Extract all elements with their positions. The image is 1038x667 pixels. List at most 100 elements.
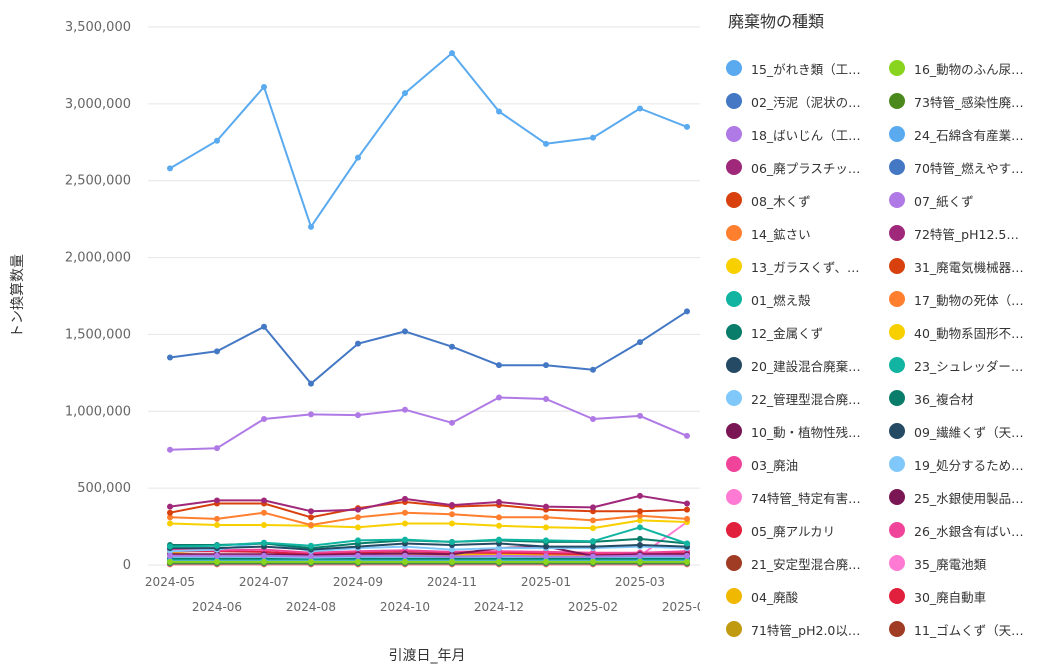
legend-item[interactable]: 73特管_感染性廃… <box>889 91 1038 111</box>
legend-item[interactable]: 03_廃油 <box>726 454 876 474</box>
data-point[interactable] <box>261 323 267 330</box>
data-point[interactable] <box>496 498 502 505</box>
legend-item[interactable]: 07_紙くず <box>889 190 1038 210</box>
data-point[interactable] <box>637 524 643 531</box>
legend-item[interactable]: 10_動・植物性残… <box>726 421 876 441</box>
data-point[interactable] <box>543 553 549 560</box>
legend-item[interactable]: 14_鉱さい <box>726 223 876 243</box>
data-point[interactable] <box>261 539 267 546</box>
data-point[interactable] <box>590 553 596 560</box>
data-point[interactable] <box>637 492 643 499</box>
data-point[interactable] <box>214 522 220 529</box>
data-point[interactable] <box>214 137 220 144</box>
legend-item[interactable]: 19_処分するため… <box>889 454 1038 474</box>
legend-item[interactable]: 16_動物のふん尿… <box>889 58 1038 78</box>
data-point[interactable] <box>684 515 690 522</box>
data-point[interactable] <box>590 504 596 511</box>
data-point[interactable] <box>214 542 220 549</box>
data-point[interactable] <box>543 395 549 402</box>
legend-item[interactable]: 01_燃え殻 <box>726 289 876 309</box>
data-point[interactable] <box>402 495 408 502</box>
data-point[interactable] <box>496 108 502 115</box>
data-point[interactable] <box>167 354 173 361</box>
data-point[interactable] <box>308 380 314 387</box>
legend-item[interactable]: 06_廃プラスチッ… <box>726 157 876 177</box>
legend-item[interactable]: 35_廃電池類 <box>889 553 1038 573</box>
data-point[interactable] <box>590 366 596 373</box>
data-point[interactable] <box>449 343 455 350</box>
legend-item[interactable]: 74特管_特定有害… <box>726 487 876 507</box>
data-point[interactable] <box>543 524 549 531</box>
legend-item[interactable]: 36_複合材 <box>889 388 1038 408</box>
data-point[interactable] <box>214 515 220 522</box>
data-point[interactable] <box>214 445 220 452</box>
data-point[interactable] <box>543 503 549 510</box>
legend-item[interactable]: 11_ゴムくず（天… <box>889 619 1038 639</box>
data-point[interactable] <box>167 543 173 550</box>
data-point[interactable] <box>637 512 643 519</box>
data-point[interactable] <box>637 558 643 565</box>
legend-item[interactable]: 23_シュレッダー… <box>889 355 1038 375</box>
data-point[interactable] <box>637 542 643 549</box>
legend-item[interactable]: 15_がれき類（工… <box>726 58 876 78</box>
data-point[interactable] <box>355 514 361 521</box>
legend-item[interactable]: 72特管_pH12.5… <box>889 223 1038 243</box>
legend-item[interactable]: 40_動物系固形不… <box>889 322 1038 342</box>
data-point[interactable] <box>308 411 314 418</box>
data-point[interactable] <box>355 552 361 559</box>
data-point[interactable] <box>167 552 173 559</box>
legend-item[interactable]: 30_廃自動車 <box>889 586 1038 606</box>
data-point[interactable] <box>308 522 314 529</box>
legend-item[interactable]: 20_建設混合廃棄… <box>726 355 876 375</box>
data-point[interactable] <box>355 506 361 513</box>
data-point[interactable] <box>496 536 502 543</box>
data-point[interactable] <box>684 552 690 559</box>
data-point[interactable] <box>684 500 690 507</box>
legend-item[interactable]: 18_ばいじん（工… <box>726 124 876 144</box>
legend-item[interactable]: 13_ガラスくず、… <box>726 256 876 276</box>
data-point[interactable] <box>402 520 408 527</box>
data-point[interactable] <box>684 540 690 547</box>
data-point[interactable] <box>402 558 408 565</box>
data-point[interactable] <box>167 509 173 516</box>
legend-item[interactable]: 31_廃電気機械器… <box>889 256 1038 276</box>
data-point[interactable] <box>684 558 690 565</box>
data-point[interactable] <box>543 558 549 565</box>
data-point[interactable] <box>637 508 643 515</box>
data-point[interactable] <box>308 514 314 521</box>
data-point[interactable] <box>402 90 408 97</box>
data-point[interactable] <box>167 514 173 521</box>
data-point[interactable] <box>590 517 596 524</box>
data-point[interactable] <box>167 165 173 172</box>
data-point[interactable] <box>590 538 596 545</box>
data-point[interactable] <box>308 223 314 230</box>
data-point[interactable] <box>496 558 502 565</box>
data-point[interactable] <box>449 538 455 545</box>
data-point[interactable] <box>214 348 220 355</box>
legend-item[interactable]: 09_繊維くず（天… <box>889 421 1038 441</box>
data-point[interactable] <box>543 543 549 550</box>
data-point[interactable] <box>496 394 502 401</box>
data-point[interactable] <box>261 497 267 504</box>
data-point[interactable] <box>355 558 361 565</box>
data-point[interactable] <box>167 520 173 527</box>
data-point[interactable] <box>449 553 455 560</box>
data-point[interactable] <box>496 362 502 369</box>
data-point[interactable] <box>402 406 408 413</box>
data-point[interactable] <box>637 105 643 112</box>
legend-item[interactable]: 17_動物の死体（… <box>889 289 1038 309</box>
data-point[interactable] <box>402 552 408 559</box>
data-point[interactable] <box>261 509 267 516</box>
data-point[interactable] <box>402 328 408 335</box>
data-point[interactable] <box>355 340 361 347</box>
legend-item[interactable]: 08_木くず <box>726 190 876 210</box>
data-point[interactable] <box>590 525 596 532</box>
data-point[interactable] <box>449 520 455 527</box>
legend-item[interactable]: 24_石綿含有産業… <box>889 124 1038 144</box>
data-point[interactable] <box>590 134 596 141</box>
data-point[interactable] <box>402 509 408 516</box>
legend-item[interactable]: 12_金属くず <box>726 322 876 342</box>
data-point[interactable] <box>167 503 173 510</box>
data-point[interactable] <box>402 536 408 543</box>
data-point[interactable] <box>496 522 502 529</box>
